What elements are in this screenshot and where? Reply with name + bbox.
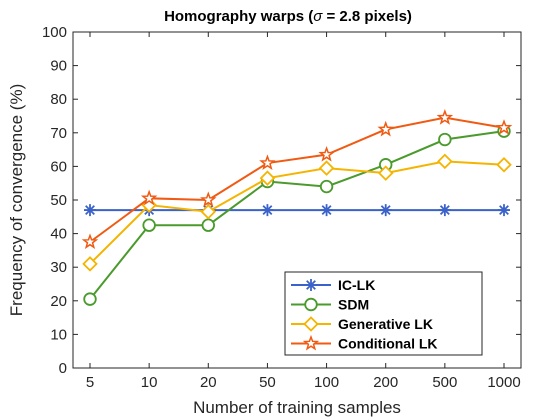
y-tick-label: 30	[50, 259, 67, 276]
series-line	[89, 160, 505, 265]
chart-title: Homography warps (σ = 2.8 pixels)	[164, 8, 412, 25]
legend-item: Generative LK	[291, 316, 433, 332]
y-tick-label: 0	[59, 360, 67, 377]
y-tick-label: 10	[50, 326, 67, 343]
title-sigma: σ	[313, 8, 323, 25]
data-point	[377, 120, 394, 137]
y-tick-label: 100	[42, 24, 67, 41]
data-point	[140, 189, 158, 206]
data-point	[379, 204, 392, 217]
x-tick-label: 50	[259, 374, 276, 391]
y-tick-label: 70	[50, 125, 67, 142]
data-point	[81, 233, 99, 250]
series-layer	[81, 109, 513, 306]
title-rest: = 2.8 pixels)	[322, 8, 412, 25]
x-tick-label: 5	[86, 374, 94, 391]
data-point	[318, 145, 335, 162]
legend-marker	[302, 334, 320, 351]
data-point	[83, 292, 97, 306]
data-point	[377, 165, 394, 181]
series-conditional-lk	[81, 109, 513, 250]
legend-item: IC-LK	[291, 277, 375, 293]
x-tick-label: 20	[200, 374, 217, 391]
data-point	[261, 204, 274, 217]
legend-marker	[305, 279, 317, 291]
x-tick-label: 100	[314, 374, 339, 391]
data-point	[438, 132, 452, 147]
data-point	[201, 218, 215, 232]
legend-item: SDM	[291, 297, 369, 313]
y-tick-label: 40	[50, 226, 67, 243]
x-tick-label: 1000	[487, 374, 520, 391]
data-point	[318, 160, 335, 176]
data-point	[498, 204, 510, 217]
data-point	[436, 109, 454, 125]
legend-label: Conditional LK	[338, 336, 438, 352]
x-axis: 5 10 20 50 100 200 500 1000	[86, 32, 521, 391]
series-line	[89, 130, 505, 300]
legend-label: SDM	[338, 297, 369, 313]
y-axis: 0 10 20 30 40 50 60 70 80 90 100	[42, 24, 521, 377]
y-tick-label: 80	[50, 91, 67, 108]
data-point	[495, 119, 513, 135]
title-main: Homography warps (	[164, 8, 313, 25]
legend-marker	[303, 316, 319, 332]
legend: IC-LK SDM Generative LK Conditional LK	[284, 271, 483, 356]
data-point	[319, 179, 334, 194]
legend-label: Generative LK	[338, 316, 433, 332]
data-point	[142, 218, 156, 232]
y-tick-label: 90	[50, 58, 67, 75]
x-axis-label: Number of training samples	[193, 398, 401, 417]
y-tick-label: 60	[50, 158, 67, 175]
x-tick-label: 10	[141, 374, 158, 391]
data-point	[437, 153, 453, 170]
x-tick-label: 500	[432, 374, 457, 391]
data-point	[320, 204, 333, 217]
data-point	[259, 154, 276, 171]
x-tick-label: 200	[373, 374, 398, 391]
y-axis-label: Frequency of convergence (%)	[7, 84, 26, 316]
data-point	[82, 256, 98, 272]
legend-item: Conditional LK	[291, 334, 438, 352]
y-tick-label: 50	[50, 192, 67, 209]
legend-label: IC-LK	[338, 277, 375, 293]
data-point	[200, 203, 217, 220]
data-point	[259, 170, 276, 186]
data-point	[200, 191, 217, 208]
data-point	[496, 156, 512, 173]
data-point	[438, 204, 451, 217]
legend-marker	[304, 297, 318, 312]
y-tick-label: 20	[50, 293, 67, 310]
series-line	[89, 116, 505, 243]
data-point	[84, 204, 96, 217]
